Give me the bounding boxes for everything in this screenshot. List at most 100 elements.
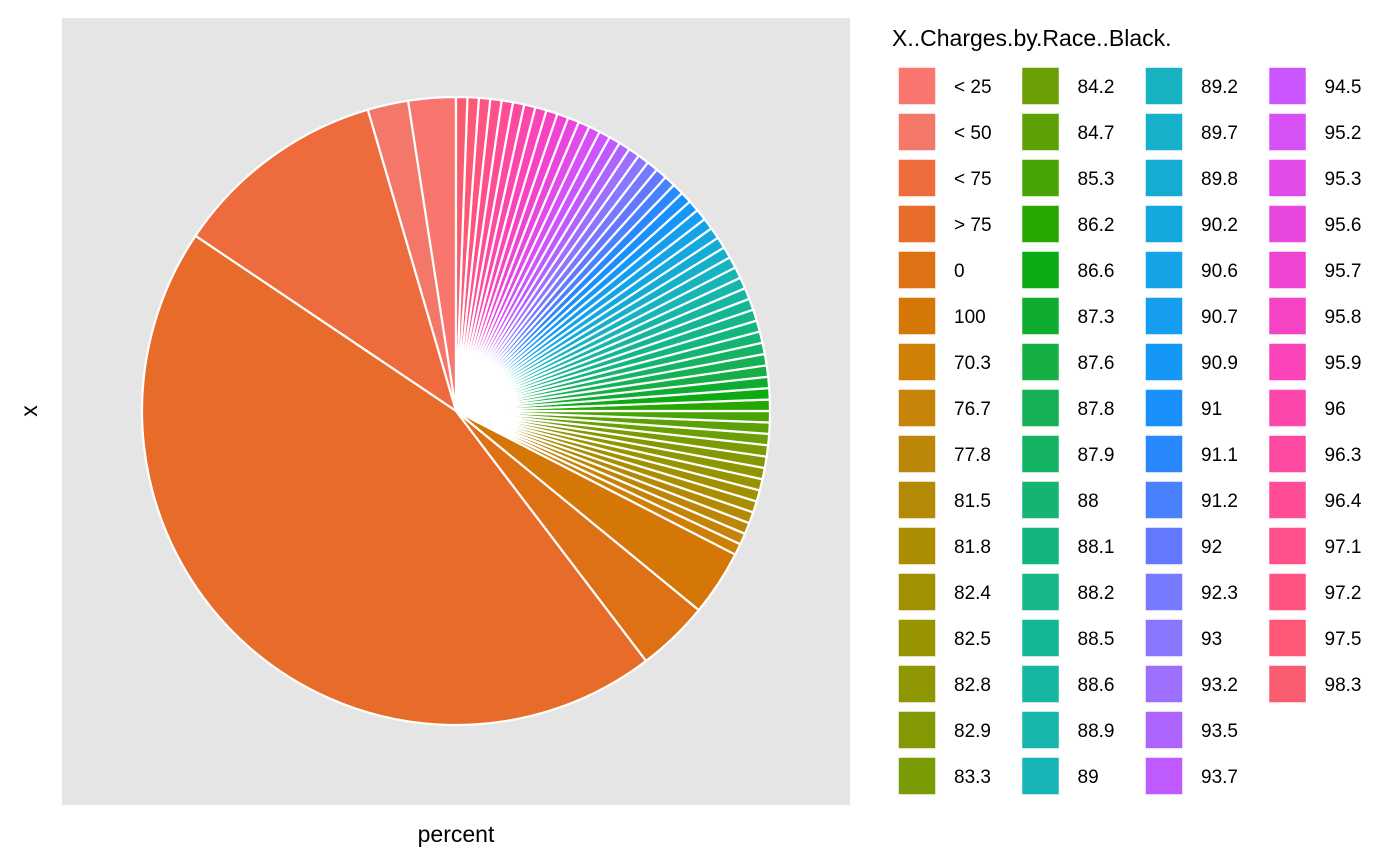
legend-swatch: [1267, 388, 1308, 428]
pie-slice: [194, 108, 458, 413]
legend-swatch: [1144, 388, 1184, 428]
legend-swatch: [897, 526, 937, 566]
legend-swatch: [897, 572, 937, 612]
legend-label: 81.5: [954, 491, 991, 512]
legend-label: 88.6: [1078, 675, 1115, 696]
legend-label: 84.7: [1078, 123, 1115, 144]
legend-label: 95.8: [1325, 307, 1362, 328]
legend-label: > 75: [954, 215, 992, 236]
legend-swatch: [1144, 434, 1184, 474]
legend-label: 86.2: [1078, 215, 1115, 236]
legend-label: 87.8: [1078, 399, 1115, 420]
legend-swatch: [1144, 572, 1184, 612]
legend-label: 82.5: [954, 629, 991, 650]
legend-label: 87.6: [1078, 353, 1115, 374]
legend-label: 84.2: [1078, 77, 1115, 98]
legend-swatch: [1144, 158, 1184, 198]
legend-label: 89.8: [1201, 169, 1238, 190]
legend-label: 97.2: [1325, 583, 1362, 604]
legend-swatch: [1020, 250, 1061, 290]
legend-swatch: [1144, 66, 1184, 106]
legend-swatch: [897, 434, 937, 474]
legend-swatch: [1267, 158, 1308, 198]
legend-label: 82.9: [954, 721, 991, 742]
legend-swatch: [897, 250, 937, 290]
pie-slice: [454, 95, 469, 413]
legend-swatch: [1267, 66, 1308, 106]
legend-label: 0: [954, 261, 965, 282]
legend-label: 97.5: [1325, 629, 1362, 650]
y-axis-title: x: [16, 405, 42, 417]
legend-label: 82.4: [954, 583, 991, 604]
legend-swatch: [1267, 434, 1308, 474]
legend-title: X..Charges.by.Race..Black.: [892, 25, 1172, 51]
legend-label: 95.3: [1325, 169, 1362, 190]
legend-swatch: [1020, 434, 1061, 474]
legend-label: < 75: [954, 169, 992, 190]
legend-label: 93.2: [1201, 675, 1238, 696]
legend-label: 86.6: [1078, 261, 1115, 282]
legend-label: 89.2: [1201, 77, 1238, 98]
legend-label: 93: [1201, 629, 1222, 650]
legend-swatch: [1020, 112, 1061, 152]
legend: < 25 < 50 < 75 > 75 0 100 70.3 76.7 77.8 81.5 81.8…: [897, 66, 1362, 796]
legend-swatch: [897, 710, 937, 750]
legend-swatch: [897, 388, 937, 428]
legend-swatch: [897, 296, 937, 336]
legend-swatch: [1267, 526, 1308, 566]
legend-swatch: [1267, 572, 1308, 612]
legend-label: 90.2: [1201, 215, 1238, 236]
legend-label: 96.4: [1325, 491, 1362, 512]
legend-swatch: [1267, 296, 1308, 336]
legend-swatch: [1144, 296, 1184, 336]
legend-swatch: [1267, 112, 1308, 152]
legend-swatch: [1267, 204, 1308, 244]
legend-label: 95.9: [1325, 353, 1362, 374]
pie-slice: [140, 234, 648, 727]
legend-label: 96.3: [1325, 445, 1362, 466]
legend-swatch: [1144, 250, 1184, 290]
legend-label: 93.7: [1201, 767, 1238, 788]
legend-swatch: [1144, 526, 1184, 566]
legend-label: 91.1: [1201, 445, 1238, 466]
legend-label: 91: [1201, 399, 1222, 420]
legend-label: 87.3: [1078, 307, 1115, 328]
legend-swatch: [1144, 664, 1184, 704]
legend-label: 89: [1078, 767, 1099, 788]
legend-label: 94.5: [1325, 77, 1362, 98]
legend-label: 88.9: [1078, 721, 1115, 742]
legend-swatch: [1020, 342, 1061, 382]
legend-swatch: [1144, 342, 1184, 382]
legend-label: 96: [1325, 399, 1346, 420]
legend-label: 90.6: [1201, 261, 1238, 282]
legend-swatch: [1020, 572, 1061, 612]
legend-swatch: [897, 664, 937, 704]
legend-swatch: [1020, 388, 1061, 428]
legend-swatch: [897, 480, 937, 520]
legend-swatch: [897, 158, 937, 198]
legend-label: 70.3: [954, 353, 991, 374]
legend-swatch: [1267, 618, 1308, 658]
legend-label: 88.2: [1078, 583, 1115, 604]
legend-label: 95.2: [1325, 123, 1362, 144]
pie-slices: [140, 95, 772, 727]
legend-label: 81.8: [954, 537, 991, 558]
legend-swatch: [1020, 618, 1061, 658]
legend-label: 82.8: [954, 675, 991, 696]
legend-label: 85.3: [1078, 169, 1115, 190]
legend-swatch: [1144, 204, 1184, 244]
legend-label: 93.5: [1201, 721, 1238, 742]
legend-swatch: [1144, 480, 1184, 520]
legend-swatch: [1144, 710, 1184, 750]
legend-swatch: [1020, 480, 1061, 520]
legend-label: 88: [1078, 491, 1099, 512]
legend-swatch: [897, 66, 937, 106]
x-axis-title: percent: [418, 821, 495, 847]
legend-swatch: [897, 112, 937, 152]
legend-label: 76.7: [954, 399, 991, 420]
legend-label: < 25: [954, 77, 992, 98]
legend-label: 89.7: [1201, 123, 1238, 144]
legend-label: 88.1: [1078, 537, 1115, 558]
legend-label: 98.3: [1325, 675, 1362, 696]
